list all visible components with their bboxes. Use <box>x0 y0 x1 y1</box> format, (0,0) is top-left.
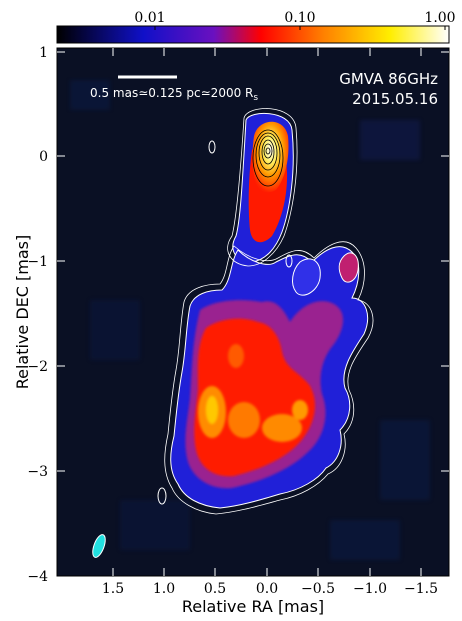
x-tick-label: −1.5 <box>404 581 438 597</box>
x-axis-title: Relative RA [mas] <box>182 597 324 616</box>
scale-bar-subscript: s <box>253 93 258 103</box>
x-tick-label: 0.0 <box>256 581 278 597</box>
scale-bar-text: 0.5 mas≃0.125 pc≃2000 R <box>90 86 253 100</box>
jet-right-arm <box>292 258 321 296</box>
colorbar-tick-0: 0.01 <box>134 10 165 26</box>
isolated-feature-left <box>208 140 216 154</box>
jet-right-knot <box>338 252 359 283</box>
x-axis <box>112 48 422 576</box>
x-tick-label: 1.5 <box>102 581 124 597</box>
x-tick-label: −0.5 <box>301 581 335 597</box>
colorbar: 0.01 0.10 1.00 <box>56 10 456 44</box>
y-tick-label: −3 <box>27 464 48 480</box>
x-tick-label: −1.0 <box>353 581 387 597</box>
scale-bar-label: 0.5 mas≃0.125 pc≃2000 Rs <box>90 86 258 103</box>
x-tick-label: 1.0 <box>153 581 175 597</box>
y-tick-label: −4 <box>27 569 48 585</box>
emission-map <box>70 75 430 560</box>
y-tick-label: 1 <box>39 45 48 61</box>
y-tick-label: −1 <box>27 254 48 270</box>
core-contours <box>252 129 284 187</box>
y-tick-label: −2 <box>27 359 48 375</box>
y-tick-label: 0 <box>39 149 48 165</box>
observation-date: 2015.05.16 <box>352 90 438 108</box>
plot-frame <box>56 47 450 577</box>
isolated-feature-center <box>285 254 293 268</box>
colorbar-tick-1: 0.10 <box>284 10 315 26</box>
isolated-feature-lower-left <box>157 487 167 505</box>
colorbar-tick-2: 1.00 <box>424 10 455 26</box>
beam-ellipse <box>92 534 106 558</box>
x-tick-label: 0.5 <box>204 581 226 597</box>
y-axis-title: Relative DEC [mas] <box>13 235 32 390</box>
colorbar-gradient <box>56 25 450 44</box>
observation-label: GMVA 86GHz <box>339 70 438 88</box>
outer-contours <box>164 108 374 515</box>
noise-texture <box>70 80 430 560</box>
jet-hot-spots <box>198 344 308 442</box>
y-axis <box>57 51 449 472</box>
